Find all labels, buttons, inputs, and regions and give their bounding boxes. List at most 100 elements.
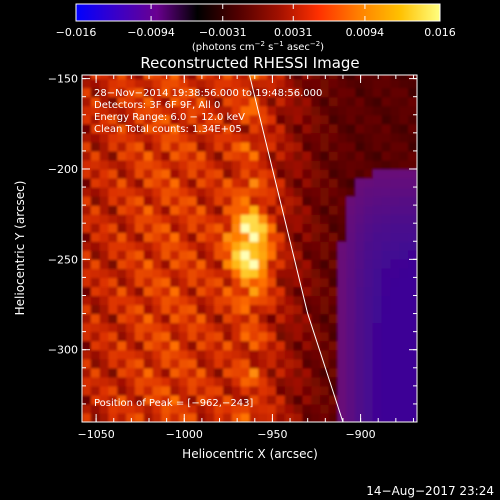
heatmap-cell: [258, 286, 268, 297]
heatmap-cell: [284, 178, 295, 188]
heatmap-cell: [258, 241, 268, 251]
heatmap-cell: [302, 232, 312, 242]
heatmap-cell: [187, 96, 198, 107]
heatmap-cell: [364, 196, 374, 206]
heatmap-cell: [275, 286, 286, 297]
heatmap-cell: [355, 313, 365, 324]
heatmap-cell: [214, 87, 224, 98]
heatmap-cell: [381, 168, 392, 179]
heatmap-cell: [134, 331, 145, 342]
heatmap-cell: [284, 268, 295, 279]
heatmap-cell: [231, 412, 242, 422]
heatmap-cell: [399, 331, 409, 342]
heatmap-cell: [399, 114, 409, 125]
heatmap-cell: [249, 304, 259, 315]
heatmap-cell: [108, 376, 118, 387]
annotation-energy: Energy Range: 6.0 − 12.0 keV: [94, 112, 245, 123]
heatmap-cell: [328, 123, 339, 134]
heatmap-cell: [240, 304, 251, 315]
heatmap-cell: [117, 259, 127, 269]
heatmap-cell: [328, 394, 339, 405]
heatmap-cell: [178, 205, 189, 215]
heatmap-cell: [408, 78, 417, 89]
heatmap-cell: [99, 232, 110, 242]
heatmap-cell: [267, 87, 277, 98]
heatmap-cell: [381, 159, 392, 170]
heatmap-cell: [205, 159, 215, 170]
heatmap-cell: [134, 394, 145, 405]
heatmap-cell: [117, 268, 127, 279]
heatmap-cell: [117, 358, 127, 369]
heatmap-cell: [152, 232, 162, 242]
heatmap-cell: [284, 349, 295, 360]
heatmap-cell: [275, 313, 286, 324]
heatmap-cell: [161, 114, 171, 125]
heatmap-cell: [284, 168, 295, 179]
heatmap-cell: [143, 75, 154, 80]
heatmap-cell: [134, 105, 145, 116]
heatmap-cell: [284, 295, 295, 306]
heatmap-cell: [372, 340, 383, 351]
heatmap-cell: [302, 132, 312, 143]
y-tick-label: −150: [48, 73, 78, 86]
heatmap-cell: [275, 105, 286, 116]
heatmap-cell: [90, 376, 101, 387]
heatmap-cell: [205, 75, 215, 80]
heatmap-cell: [364, 367, 374, 378]
heatmap-cell: [399, 232, 409, 242]
heatmap-cell: [134, 313, 145, 324]
heatmap-cell: [161, 75, 171, 80]
heatmap-cell: [302, 277, 312, 288]
heatmap-cell: [337, 241, 348, 251]
x-tick-label: −1050: [77, 428, 114, 441]
heatmap-cell: [214, 150, 224, 161]
heatmap-cell: [337, 105, 348, 116]
heatmap-cell: [267, 349, 277, 360]
heatmap-cell: [90, 277, 101, 288]
heatmap-cell: [346, 394, 356, 405]
heatmap-cell: [399, 358, 409, 369]
heatmap-cell: [178, 214, 189, 224]
heatmap-cell: [170, 286, 180, 297]
heatmap-cell: [240, 277, 251, 288]
heatmap-cell: [364, 159, 374, 170]
heatmap-cell: [293, 205, 303, 215]
heatmap-cell: [99, 78, 110, 89]
plot-frame: [81, 74, 418, 423]
heatmap-cell: [355, 358, 365, 369]
heatmap-cell: [293, 412, 303, 422]
heatmap-cell: [205, 349, 215, 360]
heatmap-cell: [381, 187, 392, 197]
heatmap-cell: [372, 277, 383, 288]
heatmap-cell: [364, 322, 374, 333]
heatmap-cell: [126, 223, 136, 233]
heatmap-cell: [117, 367, 127, 378]
heatmap-cell: [231, 205, 242, 215]
heatmap-cell: [231, 78, 242, 89]
heatmap-cell: [372, 295, 383, 306]
heatmap-cell: [152, 178, 162, 188]
heatmap-cell: [311, 168, 321, 179]
heatmap-cell: [249, 322, 259, 333]
heatmap-cell: [82, 96, 92, 107]
heatmap-cell: [328, 214, 339, 224]
heatmap-cell: [143, 250, 154, 260]
heatmap-cell: [108, 277, 118, 288]
heatmap-cell: [143, 412, 154, 422]
heatmap-cell: [284, 322, 295, 333]
heatmap-cell: [231, 313, 242, 324]
heatmap-cell: [178, 159, 189, 170]
heatmap-cell: [381, 313, 392, 324]
heatmap-cell: [170, 295, 180, 306]
heatmap-cell: [408, 376, 417, 387]
heatmap-cell: [223, 295, 233, 306]
heatmap-cell: [240, 412, 251, 422]
heatmap-cell: [205, 367, 215, 378]
heatmap-cell: [408, 313, 417, 324]
heatmap-cell: [99, 277, 110, 288]
heatmap-cell: [170, 385, 180, 396]
heatmap-cell: [82, 376, 92, 387]
heatmap-cell: [108, 322, 118, 333]
heatmap-cell: [152, 349, 162, 360]
